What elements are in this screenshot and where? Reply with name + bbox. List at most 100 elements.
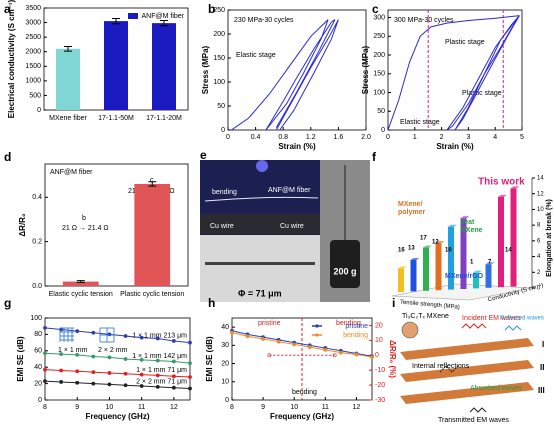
- z-tick-label: 0: [537, 286, 541, 292]
- marker: [276, 339, 281, 344]
- y-tick-label: 100: [373, 89, 385, 96]
- plot-frame: [227, 9, 367, 131]
- x-tick-label: 12: [170, 404, 178, 411]
- marker: [267, 353, 272, 358]
- z-tick-label: 10: [537, 207, 544, 213]
- marker: [188, 340, 192, 345]
- bar: [423, 247, 429, 291]
- y-tick-label: 0.4: [32, 194, 42, 201]
- marker: [323, 347, 328, 352]
- x-axis-title: Tensile strength (MPa): [400, 300, 460, 311]
- line: [44, 369, 191, 378]
- schematic-label: Incident EM waves: [462, 315, 521, 322]
- annotation: 300 MPa-30 cycles: [394, 17, 454, 24]
- bar-top: [473, 270, 482, 273]
- line: [275, 19, 339, 131]
- y-tick-label: 500: [29, 92, 41, 99]
- marker: [59, 368, 64, 373]
- y-tick-label: 150: [373, 71, 385, 78]
- annotation: MXene/rGO: [445, 273, 484, 280]
- annotation: MXene/: [398, 201, 423, 208]
- x-tick-label: 0: [226, 134, 230, 141]
- series-label: 1 × 1 mm 142 μm: [132, 353, 187, 360]
- marker: [188, 375, 192, 379]
- x-tick-label: 2: [440, 134, 444, 141]
- layer: [400, 382, 534, 404]
- y-tick-label: 250: [373, 33, 385, 40]
- photo-label: ANF@M fiber: [268, 187, 311, 194]
- marker: [43, 325, 47, 330]
- y-tick-label: 2000: [25, 49, 41, 56]
- z-tick-label: 2: [537, 270, 541, 276]
- photo-label: Φ = 71 μm: [238, 288, 282, 298]
- line: [446, 15, 520, 131]
- y-tick-label: 0: [37, 107, 41, 114]
- y2-tick-label: 0: [375, 352, 379, 359]
- annotation: This work: [478, 177, 525, 188]
- y-axis-title: EMI SE (dB): [16, 336, 25, 382]
- marker: [43, 351, 47, 356]
- error-bar: [112, 17, 120, 25]
- x-tick-label: 10: [106, 404, 114, 411]
- y-tick-label: 100: [213, 79, 225, 86]
- x-tick-label: 1: [413, 134, 417, 141]
- z-tick-label: 8: [537, 223, 541, 229]
- marker: [107, 355, 112, 360]
- marker: [139, 335, 144, 340]
- annotation: 2 × 2 mm: [98, 347, 128, 354]
- y-tick-label: 150: [213, 55, 225, 62]
- marker: [261, 337, 266, 341]
- y-axis-title: EMI SE (dB): [205, 336, 214, 382]
- y-axis-title: Stress (MPa): [361, 45, 370, 94]
- y-tick-label: 200: [213, 31, 225, 38]
- annotation: 13: [408, 246, 415, 252]
- marker: [155, 373, 160, 378]
- legend-swatch: [128, 13, 138, 19]
- z-axis-title: Elongation at break (%): [546, 199, 553, 277]
- marker: [139, 372, 144, 377]
- y-tick-label: 3500: [25, 5, 41, 12]
- annotation: neat: [460, 219, 475, 226]
- y-tick-label: 0: [381, 127, 385, 134]
- annotation: Plastic stage: [462, 90, 502, 97]
- y-tick-label: 200: [373, 52, 385, 59]
- bar-top: [448, 224, 457, 227]
- annotation: 14: [505, 248, 512, 254]
- bar: [152, 23, 176, 111]
- bar-top: [510, 186, 520, 189]
- legend-label: bending: [343, 332, 368, 339]
- y-tick-label: 100: [30, 315, 42, 322]
- bar-top: [398, 266, 407, 269]
- y-tick-label: 3000: [25, 19, 41, 26]
- x-tick-label: 9: [75, 404, 79, 411]
- marker: [107, 371, 112, 375]
- marker: [139, 384, 144, 388]
- schematic-label: Ti₃C₂Tₓ MXene: [402, 313, 449, 320]
- series-label: 1 × 1 mm 213 μm: [132, 332, 187, 339]
- marker: [188, 386, 192, 391]
- marker: [123, 383, 128, 388]
- layer-label: I: [542, 340, 544, 349]
- marker: [107, 332, 112, 337]
- marker: [188, 361, 192, 366]
- schematic-label: Transmitted EM waves: [438, 417, 509, 424]
- x-tick-label: 1.2: [306, 134, 316, 141]
- marker: [75, 329, 80, 334]
- marker: [230, 330, 234, 335]
- bar-top: [498, 194, 507, 197]
- y-tick-label: 1000: [25, 78, 41, 85]
- marker: [155, 384, 160, 389]
- y-tick-label: 60: [34, 348, 42, 355]
- marker: [123, 334, 128, 338]
- panel-letter: g: [4, 296, 11, 310]
- bar: [134, 183, 171, 286]
- y2-tick-label: 10: [375, 337, 383, 344]
- y-tick-label: 0: [221, 127, 225, 134]
- panel-letter: a: [4, 2, 11, 16]
- x-tick-label: 1.6: [334, 134, 344, 141]
- x-tick-label: 3: [466, 134, 470, 141]
- marker: [75, 352, 80, 357]
- marker: [59, 352, 64, 356]
- y-tick-label: 30: [221, 342, 229, 349]
